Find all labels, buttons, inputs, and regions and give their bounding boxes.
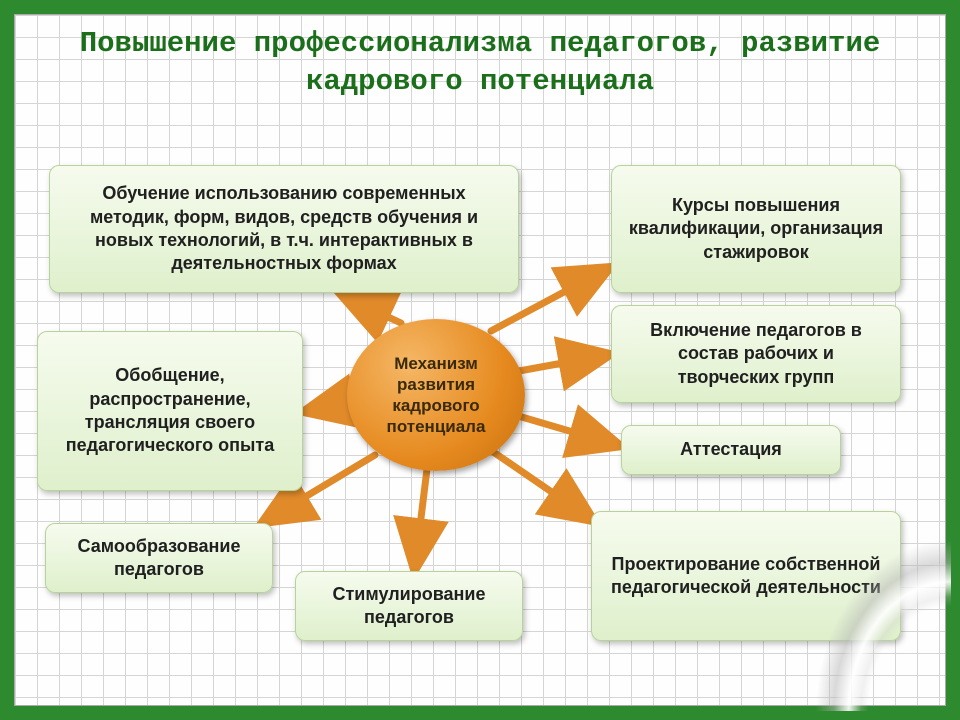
concept-box-b6: Самообразование педагогов: [45, 523, 273, 593]
arrow-to-b1: [345, 297, 401, 323]
outer-frame: Повышение профессионализма педагогов, ра…: [0, 0, 960, 720]
center-node: Механизм развития кадрового потенциала: [347, 319, 525, 471]
concept-box-label: Курсы повышения квалификации, организаци…: [626, 194, 886, 264]
concept-box-b2: Курсы повышения квалификации, организаци…: [611, 165, 901, 293]
concept-box-b1: Обучение использованию современных метод…: [49, 165, 519, 293]
inner-frame: Повышение профессионализма педагогов, ра…: [14, 14, 946, 706]
concept-box-label: Аттестация: [680, 438, 782, 461]
concept-box-b5: Аттестация: [621, 425, 841, 475]
arrow-to-b5: [515, 415, 617, 445]
concept-box-label: Обучение использованию современных метод…: [64, 182, 504, 276]
concept-box-b4: Включение педагогов в состав рабочих и т…: [611, 305, 901, 403]
arrow-to-b7: [415, 469, 427, 567]
concept-box-b8: Проектирование собственной педагогическо…: [591, 511, 901, 641]
slide-title: Повышение профессионализма педагогов, ра…: [55, 25, 905, 100]
arrow-to-b8: [489, 449, 591, 519]
concept-box-label: Обобщение, распространение, трансляция с…: [52, 364, 288, 458]
concept-box-label: Самообразование педагогов: [60, 535, 258, 582]
concept-box-label: Включение педагогов в состав рабочих и т…: [626, 319, 886, 389]
concept-box-b3: Обобщение, распространение, трансляция с…: [37, 331, 303, 491]
arrow-to-b4: [519, 355, 607, 371]
concept-box-b7: Стимулирование педагогов: [295, 571, 523, 641]
center-node-label: Механизм развития кадрового потенциала: [357, 353, 515, 438]
concept-box-label: Стимулирование педагогов: [310, 583, 508, 630]
concept-box-label: Проектирование собственной педагогическо…: [606, 553, 886, 600]
